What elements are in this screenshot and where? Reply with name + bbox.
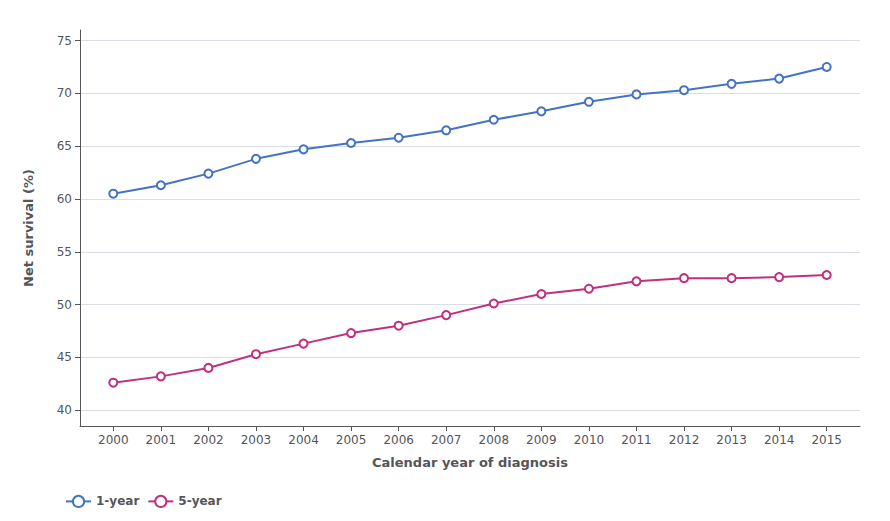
svg-text:50: 50 — [57, 298, 72, 312]
svg-text:2000: 2000 — [98, 433, 129, 447]
svg-text:45: 45 — [57, 350, 72, 364]
svg-text:5-year: 5-year — [178, 494, 221, 508]
svg-text:65: 65 — [57, 139, 72, 153]
svg-text:1-year: 1-year — [96, 494, 139, 508]
svg-text:2010: 2010 — [574, 433, 605, 447]
svg-text:2012: 2012 — [669, 433, 700, 447]
svg-text:2005: 2005 — [336, 433, 367, 447]
svg-text:70: 70 — [57, 86, 72, 100]
svg-text:55: 55 — [57, 245, 72, 259]
svg-text:2001: 2001 — [146, 433, 177, 447]
svg-text:2014: 2014 — [764, 433, 795, 447]
svg-text:2002: 2002 — [193, 433, 224, 447]
svg-text:2011: 2011 — [621, 433, 652, 447]
svg-text:60: 60 — [57, 192, 72, 206]
svg-text:Net survival (%): Net survival (%) — [21, 169, 36, 287]
svg-text:2006: 2006 — [383, 433, 414, 447]
svg-text:2004: 2004 — [288, 433, 319, 447]
svg-text:Calendar year of diagnosis: Calendar year of diagnosis — [372, 455, 568, 470]
svg-text:2008: 2008 — [479, 433, 510, 447]
svg-text:2009: 2009 — [526, 433, 557, 447]
svg-text:40: 40 — [57, 403, 72, 417]
svg-text:2013: 2013 — [716, 433, 747, 447]
svg-text:2003: 2003 — [241, 433, 272, 447]
svg-text:2007: 2007 — [431, 433, 462, 447]
svg-text:75: 75 — [57, 34, 72, 48]
svg-text:2015: 2015 — [811, 433, 842, 447]
